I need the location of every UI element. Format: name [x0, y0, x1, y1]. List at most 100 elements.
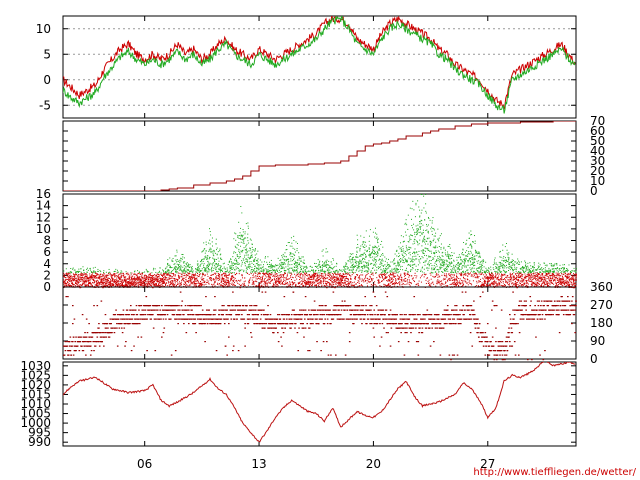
wind-speed-point — [407, 278, 409, 280]
wind-speed-point — [288, 284, 290, 286]
wind-speed-point — [230, 261, 232, 263]
wind-speed-point — [453, 259, 455, 261]
wind-speed-point — [262, 269, 264, 271]
wind-speed-point — [412, 261, 414, 263]
wind-speed-point — [216, 258, 218, 260]
wind-speed-point — [257, 264, 259, 266]
wind-speed-point — [407, 228, 409, 230]
wind-speed-point — [416, 232, 418, 234]
wind-speed-point — [160, 284, 162, 286]
wind-speed-point — [291, 284, 293, 286]
wind-speed-point — [405, 234, 407, 236]
wind-speed-point — [383, 269, 385, 271]
wind-speed-point — [170, 272, 172, 274]
wind-speed-point — [364, 244, 366, 246]
wind-speed-point — [453, 284, 455, 286]
wind-speed-point — [360, 274, 362, 276]
wind-speed-point — [210, 251, 212, 253]
wind-speed-point — [349, 260, 351, 262]
wind-speed-point — [286, 278, 288, 280]
wind-speed-point — [235, 252, 237, 254]
wind-speed-point — [166, 272, 168, 274]
wind-speed-point — [130, 279, 132, 281]
wind-speed-point — [250, 255, 252, 257]
wind-speed-point — [255, 276, 257, 278]
wind-speed-point — [238, 271, 240, 273]
wind-speed-point — [288, 258, 290, 260]
wind-speed-point — [244, 265, 246, 267]
wind-speed-point — [413, 209, 415, 211]
wind-speed-point — [227, 285, 229, 287]
wind-speed-point — [377, 238, 379, 240]
wind-speed-point — [442, 251, 444, 253]
wind-speed-point — [295, 265, 297, 267]
wind-speed-point — [202, 260, 204, 262]
wind-speed-point — [224, 284, 226, 286]
wind-speed-point — [88, 283, 90, 285]
wind-speed-point — [84, 276, 86, 278]
wind-speed-point — [291, 273, 293, 275]
wind-speed-point — [160, 273, 162, 275]
wind-speed-point — [117, 280, 119, 282]
wind-speed-point — [370, 273, 372, 275]
wind-speed-point — [219, 269, 221, 271]
wind-speed-point — [384, 273, 386, 275]
wind-speed-point — [451, 263, 453, 265]
wind-speed-point — [324, 277, 326, 279]
wind-speed-point — [170, 280, 172, 282]
wind-speed-point — [412, 227, 414, 229]
wind-speed-point — [407, 249, 409, 251]
wind-speed-point — [295, 270, 297, 272]
wind-speed-point — [143, 280, 145, 282]
wind-speed-point — [324, 271, 326, 273]
wind-speed-point — [321, 272, 323, 274]
wind-speed-point — [416, 230, 418, 232]
wind-speed-point — [343, 266, 345, 268]
wind-speed-point — [78, 270, 80, 272]
wind-speed-point — [193, 275, 195, 277]
wind-speed-point — [225, 276, 227, 278]
wind-speed-point — [306, 283, 308, 285]
wind-speed-point — [106, 285, 108, 287]
wind-speed-point — [176, 251, 178, 253]
wind-speed-point — [285, 280, 287, 282]
wind-speed-point — [111, 280, 113, 282]
wind-speed-point — [280, 268, 282, 270]
wind-speed-point — [266, 271, 268, 273]
wind-speed-point — [174, 263, 176, 265]
wind-speed-point — [171, 280, 173, 282]
wind-speed-point — [113, 281, 115, 283]
wind-speed-point — [444, 254, 446, 256]
wind-speed-point — [433, 235, 435, 237]
wind-speed-point — [325, 264, 327, 266]
wind-speed-point — [260, 270, 262, 272]
wind-speed-point — [63, 281, 65, 283]
wind-speed-point — [269, 264, 271, 266]
wind-speed-point — [108, 281, 110, 283]
wind-speed-point — [250, 256, 252, 258]
wind-speed-point — [69, 284, 71, 286]
wind-speed-point — [433, 265, 435, 267]
wind-speed-point — [356, 256, 358, 258]
wind-speed-point — [210, 278, 212, 280]
wind-speed-point — [214, 273, 216, 275]
wind-speed-point — [329, 269, 331, 271]
wind-speed-point — [152, 277, 154, 279]
wind-speed-point — [120, 278, 122, 280]
wind-speed-point — [415, 277, 417, 279]
wind-speed-point — [298, 259, 300, 261]
wind-speed-point — [314, 285, 316, 287]
wind-speed-point — [447, 245, 449, 247]
wind-speed-point — [215, 268, 217, 270]
wind-speed-point — [134, 282, 136, 284]
wind-speed-point — [319, 264, 321, 266]
wind-speed-point — [431, 282, 433, 284]
wind-speed-point — [200, 285, 202, 287]
wind-speed-point — [222, 268, 224, 270]
wind-speed-point — [65, 283, 67, 285]
wind-speed-point — [430, 243, 432, 245]
wind-speed-point — [379, 273, 381, 275]
wind-speed-point — [250, 273, 252, 275]
wind-speed-point — [225, 282, 227, 284]
